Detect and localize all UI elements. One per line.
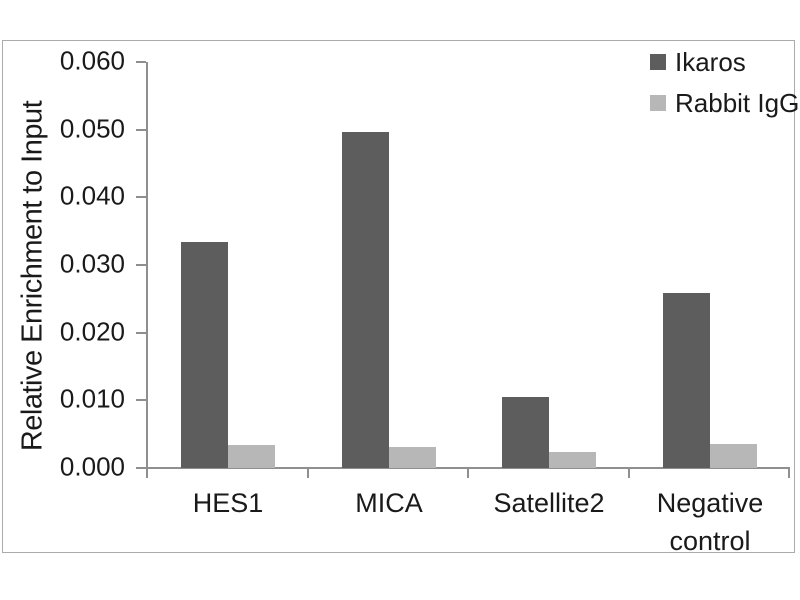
legend-label: Rabbit IgG	[675, 87, 800, 118]
legend-label: Ikaros	[675, 46, 746, 77]
x-tick-mark	[467, 468, 469, 478]
bar-ikaros-satellite2	[502, 397, 549, 468]
y-tick-mark	[136, 331, 146, 334]
y-tick-mark	[136, 264, 146, 266]
legend-item-ikaros: Ikaros	[650, 47, 746, 77]
x-category-label: HES1	[192, 488, 264, 518]
x-category-label: MICA	[355, 488, 423, 518]
x-category-label: Satellite2	[493, 488, 605, 518]
x-tick-mark	[627, 468, 630, 478]
x-tick-mark	[788, 468, 790, 478]
y-tick-mark	[136, 128, 146, 131]
bar-ikaros-negative-control	[663, 293, 710, 468]
bar-rabbit-igg-negative-control	[710, 444, 757, 468]
y-tick-label: 0.020	[59, 315, 125, 346]
legend-swatch-ikaros	[650, 54, 666, 70]
y-tick-mark	[136, 399, 146, 402]
bar-ikaros-hes1	[181, 242, 228, 468]
y-tick-label: 0.030	[59, 248, 125, 279]
legend-swatch-rabbit-igg	[650, 95, 666, 111]
x-tick-mark	[306, 468, 309, 478]
y-tick-label: 0.050	[59, 112, 125, 143]
x-category-label: Negative control	[656, 488, 764, 556]
y-tick-label: 0.040	[59, 180, 125, 211]
x-tick-mark	[146, 468, 148, 478]
y-tick-label: 0.060	[59, 45, 125, 76]
y-tick-mark	[136, 196, 146, 199]
bar-rabbit-igg-satellite2	[549, 452, 596, 468]
bar-ikaros-mica	[342, 132, 389, 468]
legend-item-rabbit-igg: Rabbit IgG	[650, 88, 799, 118]
bar-rabbit-igg-hes1	[228, 445, 275, 468]
y-tick-label: 0.010	[59, 383, 125, 414]
y-tick-mark	[136, 467, 146, 469]
y-tick-label: 0.000	[59, 451, 125, 482]
y-tick-mark	[136, 61, 146, 63]
bar-rabbit-igg-mica	[389, 447, 436, 468]
y-axis-line	[146, 62, 148, 478]
